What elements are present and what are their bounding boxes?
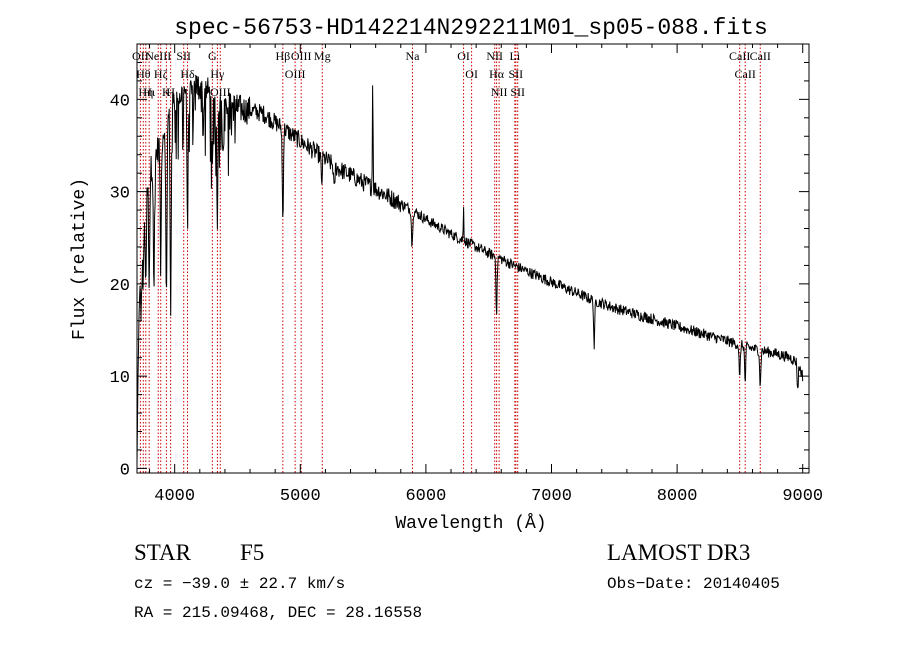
coordinates: RA = 215.09468, DEC = 28.16558 bbox=[134, 604, 423, 622]
line-marker-label: OIII bbox=[210, 85, 231, 99]
line-marker-label: Hδ bbox=[180, 67, 195, 81]
line-marker-label: NII bbox=[486, 49, 503, 63]
line-marker-label: CaII bbox=[750, 49, 771, 63]
line-marker-label: Mg bbox=[314, 49, 331, 63]
chart-title: spec-56753-HD142214N292211M01_sp05-088.f… bbox=[174, 15, 768, 41]
line-marker-label: CaII bbox=[729, 49, 750, 63]
line-marker-label: SII bbox=[176, 49, 191, 63]
y-tick-label: 20 bbox=[110, 277, 130, 296]
line-marker-label: SII bbox=[508, 67, 523, 81]
x-tick-label: 9000 bbox=[782, 487, 823, 506]
line-marker-label: Hζ bbox=[154, 67, 168, 81]
line-marker-label: NeIII bbox=[145, 49, 171, 63]
line-marker-label: Hι bbox=[143, 85, 156, 99]
x-tick-label: 7000 bbox=[531, 487, 572, 506]
line-marker-label: OIII bbox=[291, 49, 312, 63]
spectral-subclass: F5 bbox=[240, 540, 265, 565]
y-tick-label: 10 bbox=[110, 369, 130, 388]
line-marker-label: OI bbox=[465, 67, 478, 81]
object-class: STAR bbox=[134, 540, 191, 565]
y-axis-label: Flux (relative) bbox=[70, 178, 90, 340]
redshift-cz: cz = −39.0 ± 22.7 km/s bbox=[134, 575, 346, 593]
line-marker-label: NII bbox=[491, 85, 508, 99]
y-tick-label: 40 bbox=[110, 92, 130, 111]
x-tick-label: 6000 bbox=[405, 487, 446, 506]
survey-name: LAMOST DR3 bbox=[607, 540, 751, 565]
line-marker-label: OIII bbox=[285, 67, 306, 81]
line-marker-label: Hθ bbox=[136, 67, 151, 81]
line-marker-label: Hη bbox=[138, 85, 153, 99]
line-marker-label: Hα bbox=[489, 67, 505, 81]
line-marker-label: H bbox=[166, 85, 175, 99]
line-marker-label: Na bbox=[405, 49, 420, 63]
line-marker-label: Hγ bbox=[210, 67, 225, 81]
line-marker-labels: OIIHθHηHιNeIIIHζKHSIIHδGHγOIIIHβOIIIOIII… bbox=[132, 49, 771, 99]
line-marker-label: K bbox=[162, 85, 171, 99]
line-marker-label: SII bbox=[510, 85, 525, 99]
line-marker-label: G bbox=[208, 49, 217, 63]
line-marker-label: OII bbox=[132, 49, 149, 63]
x-tick-label: 5000 bbox=[280, 487, 321, 506]
y-tick-label: 0 bbox=[120, 461, 130, 480]
x-axis-label: Wavelength (Å) bbox=[395, 513, 546, 534]
plot-frame bbox=[136, 43, 810, 474]
y-tick-label: 30 bbox=[110, 185, 130, 204]
line-marker-label: Hβ bbox=[275, 49, 290, 63]
observation-date: Obs−Date: 20140405 bbox=[607, 575, 780, 593]
x-axis-ticks: 4000 5000 6000 7000 8000 9000 bbox=[149, 44, 823, 506]
spectrum-line bbox=[136, 74, 804, 464]
x-tick-label: 8000 bbox=[657, 487, 698, 506]
line-marker-label: Li bbox=[509, 49, 520, 63]
x-tick-label: 4000 bbox=[154, 487, 195, 506]
line-marker-label: CaII bbox=[735, 67, 756, 81]
y-axis-ticks: 0 10 20 30 40 bbox=[110, 61, 809, 480]
line-marker-label: OI bbox=[457, 49, 470, 63]
